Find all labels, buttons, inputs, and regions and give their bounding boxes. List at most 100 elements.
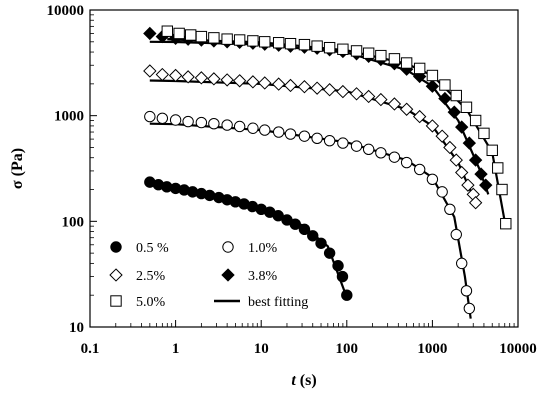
- legend-label: 1.0%: [248, 241, 278, 256]
- series-0: [144, 176, 353, 301]
- data-point: [323, 41, 336, 54]
- data-point: [479, 178, 493, 192]
- data-point: [469, 114, 482, 127]
- x-axis-title: t (s): [291, 372, 316, 389]
- legend-label: best fitting: [248, 295, 308, 310]
- data-point: [161, 25, 174, 37]
- data-point: [426, 173, 439, 185]
- data-point: [181, 70, 195, 84]
- axis-ticks: 0.1 1 10 100 1000 10000 10 100 1000 10000: [47, 3, 537, 357]
- data-point: [233, 120, 246, 133]
- data-point: [461, 178, 475, 192]
- data-point: [221, 33, 233, 45]
- data-point: [168, 68, 183, 83]
- x-tick-label: 0.1: [81, 341, 100, 357]
- y-tick-label: 100: [62, 214, 85, 230]
- legend-marker: [109, 268, 123, 282]
- legend-marker: [222, 241, 234, 253]
- data-point: [284, 37, 297, 50]
- data-point: [194, 71, 209, 85]
- data-point: [311, 132, 323, 145]
- data-point: [169, 114, 182, 126]
- data-point: [143, 64, 157, 78]
- data-point: [233, 34, 246, 46]
- data-point: [322, 83, 337, 97]
- data-point: [203, 189, 216, 202]
- data-point: [450, 89, 462, 102]
- legend-marker: [110, 295, 122, 307]
- data-point: [447, 105, 461, 119]
- data-point: [388, 53, 401, 65]
- x-tick-label: 1: [172, 341, 180, 357]
- legend-label: 0.5 %: [136, 241, 169, 256]
- plot-area: [89, 9, 519, 328]
- series-4: [161, 25, 512, 230]
- plot-frame: [89, 9, 519, 328]
- series-1: [144, 110, 476, 319]
- series-3: [143, 26, 493, 195]
- data-point: [336, 84, 350, 99]
- data-point: [361, 89, 376, 104]
- x-tick-label: 1000: [417, 341, 447, 357]
- data-point: [413, 163, 426, 176]
- data-point: [208, 117, 220, 130]
- data-point: [298, 130, 311, 142]
- data-point: [492, 162, 504, 174]
- data-point: [307, 230, 319, 242]
- data-point: [247, 122, 259, 134]
- x-tick-label: 10: [254, 341, 269, 357]
- data-point: [463, 302, 476, 315]
- data-point: [332, 260, 344, 272]
- data-point: [374, 92, 388, 107]
- y-tick-label: 10: [69, 320, 84, 336]
- data-point: [173, 27, 185, 40]
- data-point: [283, 78, 298, 93]
- data-point: [435, 129, 449, 143]
- data-point: [259, 36, 271, 48]
- series-2: [143, 64, 483, 210]
- data-point: [247, 35, 259, 47]
- data-point: [155, 67, 170, 82]
- data-point: [349, 87, 364, 101]
- data-point: [246, 75, 260, 89]
- data-point: [400, 57, 413, 69]
- data-point: [232, 74, 247, 88]
- data-point: [289, 218, 301, 230]
- data-point: [438, 91, 452, 106]
- data-point: [336, 270, 349, 283]
- legend: 0.5 % 1.0% 2.5% 3.8% 5.0% best fitting: [109, 241, 308, 310]
- data-point: [425, 119, 440, 133]
- data-point: [478, 127, 490, 140]
- data-point: [426, 69, 439, 82]
- data-point: [259, 124, 271, 136]
- data-point: [350, 140, 363, 152]
- data-point: [272, 126, 285, 138]
- data-point: [182, 115, 194, 128]
- x-axis-unit: (s): [296, 372, 317, 389]
- x-tick-label: 10000: [499, 341, 537, 357]
- data-point: [362, 47, 375, 59]
- y-axis-title: σ (Pa): [9, 148, 26, 189]
- data-point: [449, 153, 463, 167]
- fit-line: [149, 79, 479, 207]
- legend-marker: [221, 268, 235, 282]
- data-point: [439, 79, 451, 91]
- legend-label: 2.5%: [136, 269, 166, 284]
- data-point: [315, 237, 327, 249]
- data-point: [221, 119, 233, 131]
- data-point: [486, 144, 498, 157]
- data-point: [297, 80, 312, 94]
- legend-label: 5.0%: [136, 295, 166, 310]
- data-point: [436, 186, 448, 198]
- data-point: [298, 223, 311, 236]
- x-tick-label: 100: [336, 341, 359, 357]
- data-point: [460, 285, 473, 297]
- fit-line: [149, 122, 472, 319]
- data-point: [156, 112, 169, 124]
- data-point: [143, 26, 157, 41]
- legend-marker: [110, 241, 122, 253]
- data-point: [337, 137, 349, 149]
- data-point: [455, 120, 469, 134]
